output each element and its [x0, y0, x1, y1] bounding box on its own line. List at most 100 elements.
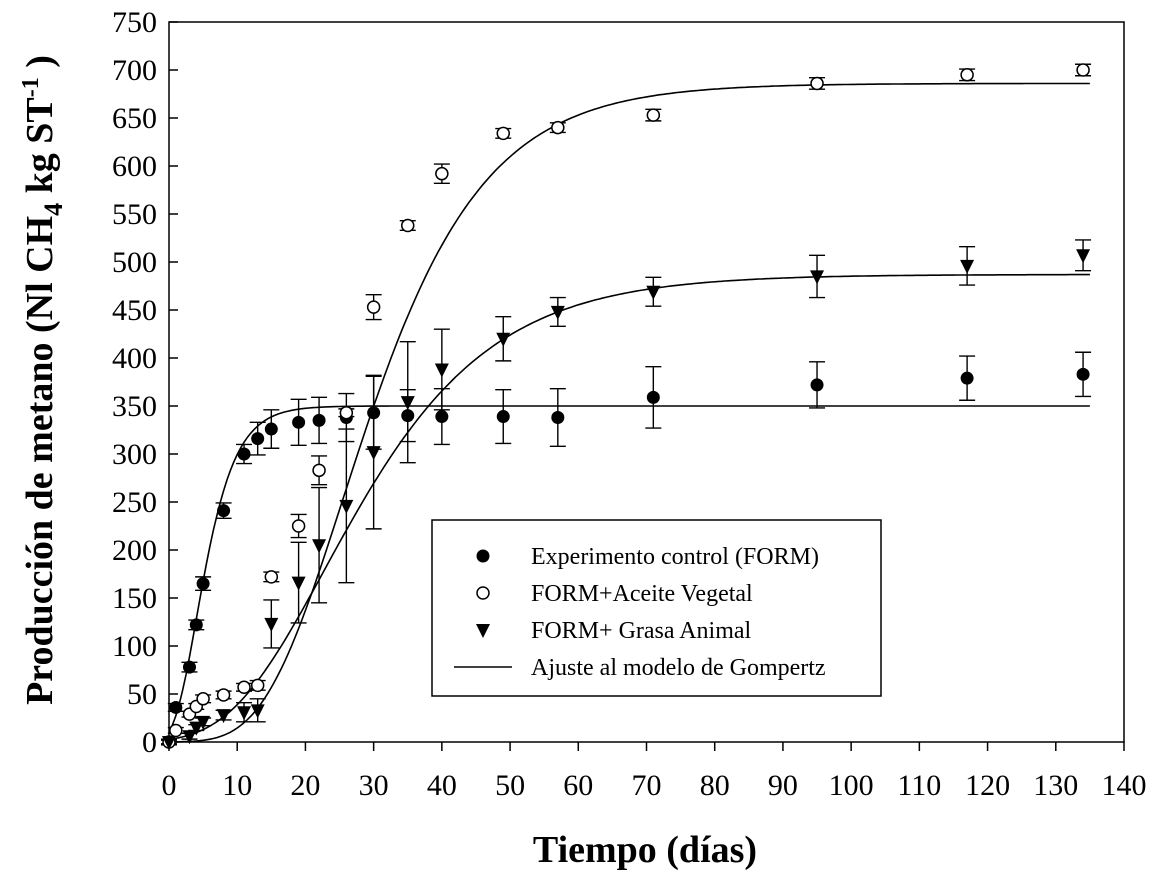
- data-point-grasa: [264, 617, 279, 632]
- data-point-grasa: [960, 259, 975, 274]
- x-tick-label: 60: [563, 769, 593, 802]
- x-tick-label: 110: [897, 769, 941, 802]
- fit-curve-0: [168, 405, 1090, 733]
- data-point-grasa: [291, 576, 306, 591]
- y-tick-label: 550: [112, 198, 157, 231]
- y-tick-label: 600: [112, 150, 157, 183]
- legend-label-fit: Ajuste al modelo de Gompertz: [531, 655, 826, 681]
- x-tick-label: 120: [965, 769, 1010, 802]
- data-point-aceite: [366, 300, 381, 314]
- data-point-control: [1076, 367, 1090, 381]
- x-axis-title: Tiempo (días): [533, 829, 757, 871]
- x-tick-label: 140: [1102, 769, 1147, 802]
- data-point-aceite: [237, 680, 251, 695]
- data-point-control: [196, 577, 210, 591]
- data-point-grasa: [196, 715, 211, 730]
- y-tick-label: 650: [112, 102, 157, 135]
- y-tick-label: 750: [112, 6, 157, 39]
- x-tick-label: 90: [768, 769, 798, 802]
- y-tick-label: 400: [112, 342, 157, 375]
- data-point-control: [251, 432, 265, 446]
- data-point-grasa: [1076, 249, 1091, 264]
- data-point-control: [237, 447, 251, 461]
- data-point-aceite: [264, 570, 279, 584]
- legend-label-control: Experimento control (FORM): [531, 544, 819, 570]
- data-point-aceite: [312, 463, 326, 478]
- legend-label-aceite: FORM+Aceite Vegetal: [531, 581, 753, 607]
- plot-area: 0501001502002503003504004505005506006507…: [112, 6, 1147, 802]
- x-tick-label: 100: [829, 769, 874, 802]
- y-axis-title: Producción de metano (Nl CH4 kg ST-1 ): [18, 55, 68, 705]
- x-tick-label: 130: [1033, 769, 1078, 802]
- x-tick-label: 40: [427, 769, 457, 802]
- data-point-aceite: [339, 405, 354, 420]
- fit-curve-1: [169, 82, 1090, 743]
- data-point-grasa: [237, 706, 252, 721]
- y-tick-label: 350: [112, 390, 157, 423]
- y-tick-label: 50: [127, 678, 157, 711]
- data-point-grasa: [646, 285, 661, 300]
- data-point-grasa: [434, 363, 449, 378]
- svg-text:Producción de metano (Nl CH4 k: Producción de metano (Nl CH4 kg ST-1 ): [18, 55, 68, 705]
- data-point-aceite: [496, 126, 510, 141]
- data-point-control: [435, 410, 449, 424]
- x-tick-label: 10: [222, 769, 252, 802]
- data-point-grasa: [496, 332, 511, 347]
- data-point-control: [551, 411, 565, 425]
- data-point-control: [292, 415, 306, 429]
- data-point-aceite: [291, 519, 306, 533]
- data-point-grasa: [250, 704, 265, 719]
- data-point-grasa: [189, 721, 204, 736]
- data-point-aceite: [1076, 63, 1090, 77]
- data-point-aceite: [216, 688, 231, 702]
- y-tick-label: 700: [112, 54, 157, 87]
- x-tick-label: 70: [632, 769, 662, 802]
- y-tick-label: 100: [112, 630, 157, 663]
- data-point-grasa: [339, 499, 354, 514]
- data-point-grasa: [312, 539, 327, 554]
- y-tick-label: 150: [112, 582, 157, 615]
- fit-curve-2: [168, 273, 1090, 741]
- legend-label-grasa: FORM+ Grasa Animal: [531, 618, 752, 644]
- data-point-control: [217, 504, 231, 518]
- x-tick-label: 50: [495, 769, 525, 802]
- legend-marker-aceite: [476, 586, 490, 600]
- data-point-aceite: [169, 723, 183, 738]
- data-point-aceite: [960, 68, 974, 82]
- legend-marker-grasa: [476, 624, 490, 638]
- data-point-control: [960, 371, 974, 385]
- data-point-control: [401, 409, 415, 423]
- data-point-aceite: [551, 120, 565, 135]
- legend-marker-control: [476, 549, 490, 563]
- data-point-control: [496, 410, 510, 424]
- data-point-control: [264, 422, 278, 436]
- y-tick-label: 0: [142, 726, 157, 759]
- data-point-aceite: [196, 692, 210, 706]
- data-point-control: [810, 378, 824, 392]
- data-point-control: [646, 390, 660, 404]
- data-point-control: [182, 660, 196, 674]
- data-point-aceite: [435, 166, 449, 181]
- data-point-control: [367, 406, 381, 420]
- data-point-grasa: [366, 446, 381, 461]
- x-tick-label: 0: [162, 769, 177, 802]
- data-point-grasa: [162, 736, 176, 750]
- data-point-control: [169, 700, 183, 714]
- y-tick-label: 500: [112, 246, 157, 279]
- data-point-aceite: [250, 678, 265, 693]
- data-point-grasa: [810, 270, 825, 285]
- data-point-grasa: [400, 396, 415, 411]
- x-tick-label: 80: [700, 769, 730, 802]
- y-tick-label: 250: [112, 486, 157, 519]
- y-tick-label: 450: [112, 294, 157, 327]
- data-point-grasa: [182, 730, 197, 745]
- x-tick-label: 20: [290, 769, 320, 802]
- data-point-grasa: [216, 709, 231, 724]
- legend: Experimento control (FORM) FORM+Aceite V…: [431, 519, 882, 697]
- data-point-aceite: [646, 108, 661, 122]
- data-point-aceite: [810, 76, 824, 91]
- x-tick-label: 30: [359, 769, 389, 802]
- data-point-control: [189, 618, 203, 632]
- data-point-grasa: [550, 305, 565, 320]
